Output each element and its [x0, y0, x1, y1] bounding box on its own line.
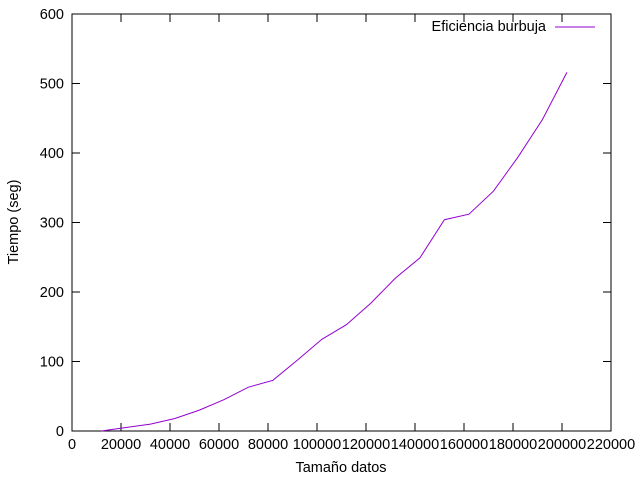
x-axis-label: Tamaño datos: [295, 460, 386, 476]
legend-label: Eficiencia burbuja: [432, 19, 547, 35]
x-tick-label: 40000: [150, 437, 190, 453]
series-line: [101, 72, 568, 432]
y-tick-label: 0: [56, 424, 64, 440]
y-tick-label: 600: [40, 7, 64, 23]
y-axis-ticks: 0 100 200 300 400 500 600: [40, 7, 611, 440]
x-tick-label: 0: [68, 437, 76, 453]
x-tick-label: 80000: [248, 437, 288, 453]
x-tick-label: 220000: [587, 437, 635, 453]
y-axis-label: Tiempo (seg): [6, 180, 22, 265]
y-tick-label: 200: [40, 285, 64, 301]
y-tick-label: 300: [40, 216, 64, 232]
y-tick-label: 100: [40, 355, 64, 371]
x-tick-label: 140000: [391, 437, 439, 453]
x-tick-label: 160000: [440, 437, 488, 453]
series-group: [101, 72, 568, 432]
plot-frame: [71, 13, 612, 432]
x-tick-label: 180000: [489, 437, 537, 453]
x-tick-label: 100000: [293, 437, 341, 453]
x-tick-label: 200000: [538, 437, 586, 453]
x-axis-ticks: 0 20000 40000 60000 80000 100000 120000 140000 1…: [68, 14, 635, 453]
x-tick-label: 60000: [199, 437, 239, 453]
y-tick-label: 500: [40, 77, 64, 93]
y-tick-label: 400: [40, 146, 64, 162]
x-tick-label: 20000: [101, 437, 141, 453]
legend: Eficiencia burbuja: [432, 19, 595, 35]
x-tick-label: 120000: [342, 437, 390, 453]
